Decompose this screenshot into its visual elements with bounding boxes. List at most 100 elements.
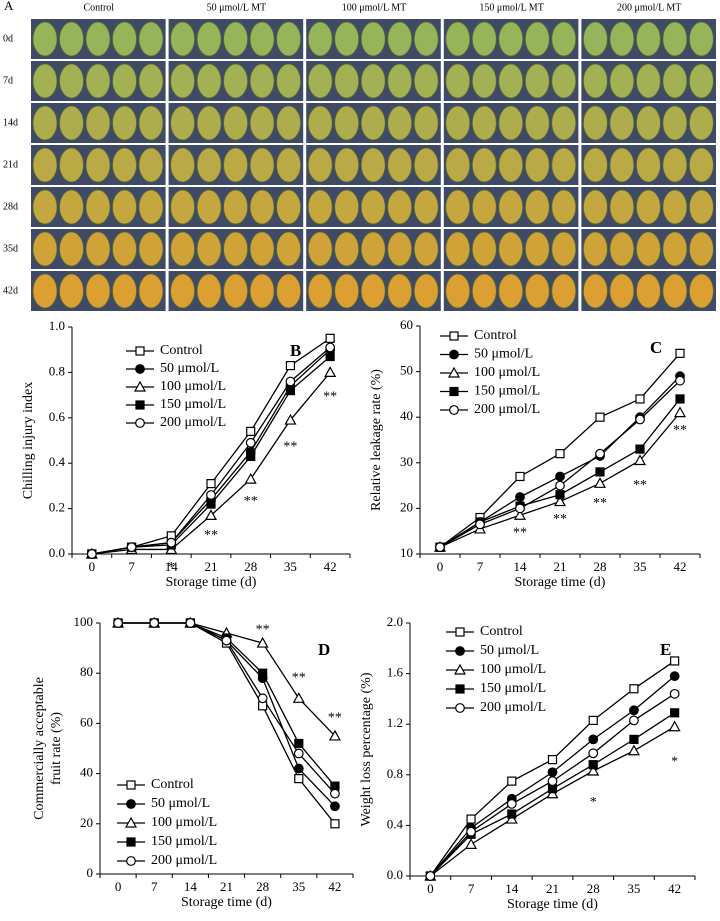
fruit — [307, 63, 333, 99]
row-label: 21d — [3, 159, 18, 170]
fruit — [413, 105, 439, 141]
legend-label: 150 μmol/L — [151, 834, 217, 849]
marker — [293, 748, 304, 759]
fruit — [223, 105, 249, 141]
marker — [449, 386, 459, 397]
fruit — [85, 189, 111, 225]
fruit — [59, 231, 84, 267]
fruit — [59, 273, 84, 309]
fruit — [662, 63, 688, 99]
fruit — [112, 21, 137, 57]
x-tick-label: 35 — [627, 881, 640, 896]
marker — [285, 360, 296, 371]
marker — [515, 492, 525, 502]
fruit — [112, 273, 137, 309]
fruit — [498, 189, 524, 225]
x-tick-label: 14 — [165, 559, 179, 574]
marker — [135, 400, 145, 410]
marker — [330, 801, 340, 812]
fruit — [32, 147, 58, 183]
marker — [126, 799, 136, 809]
x-tick-label: 0 — [437, 559, 444, 574]
fruit — [551, 189, 577, 225]
fruit — [32, 273, 58, 309]
fruit — [59, 189, 84, 225]
fruit — [276, 63, 302, 99]
fruit — [387, 231, 413, 267]
fruit — [223, 189, 249, 225]
marker — [258, 668, 268, 678]
fruit — [196, 21, 222, 57]
marker — [246, 426, 256, 437]
x-tick-label: 28 — [587, 881, 600, 896]
marker — [669, 688, 680, 699]
fruit — [59, 147, 84, 183]
column-header: 100 μmol/L MT — [342, 2, 406, 13]
fruit — [609, 273, 635, 309]
x-tick-label: 42 — [674, 559, 687, 574]
column-header: Control — [84, 2, 115, 13]
marker — [507, 776, 517, 786]
y-tick-label: 1.0 — [49, 318, 65, 333]
fruit — [32, 21, 58, 57]
y-axis-label: Commercially acceptable — [32, 677, 47, 820]
marker — [455, 703, 465, 713]
panel-letter: C — [650, 338, 662, 357]
fruit — [112, 105, 137, 141]
fruit — [360, 105, 386, 141]
marker — [447, 366, 461, 378]
marker — [513, 509, 527, 520]
fruit — [307, 273, 333, 309]
fruit — [334, 105, 360, 141]
y-tick-label: 0.8 — [387, 766, 403, 781]
marker — [425, 871, 436, 881]
fruit — [307, 105, 333, 141]
x-tick-label: 14 — [514, 559, 528, 574]
marker — [595, 467, 605, 477]
fruit — [471, 273, 497, 309]
annotation: ** — [256, 623, 270, 638]
fruit — [360, 231, 386, 267]
marker — [185, 618, 196, 628]
fruit — [387, 105, 413, 141]
row-label: 14d — [3, 117, 18, 128]
fruit — [249, 63, 275, 99]
fruit — [32, 231, 58, 267]
y-tick-label: 10 — [400, 545, 413, 560]
marker — [324, 366, 337, 377]
x-tick-label: 0 — [89, 559, 96, 574]
annotation: ** — [204, 528, 218, 543]
legend-label: Control — [160, 343, 203, 358]
fruit — [360, 63, 386, 99]
x-axis-label: Storage time (d) — [181, 895, 272, 910]
fruit — [551, 105, 577, 141]
marker — [285, 385, 296, 396]
legend-label: 150 μmol/L — [160, 397, 226, 412]
series-line — [118, 622, 336, 825]
x-tick-label: 7 — [151, 879, 158, 894]
legend-label: 200 μmol/L — [151, 853, 217, 868]
fruit — [689, 63, 714, 99]
marker — [635, 394, 645, 404]
y-tick-label: 0.4 — [387, 816, 404, 831]
fruit — [360, 189, 386, 225]
marker — [449, 349, 459, 360]
fruit — [223, 273, 249, 309]
fruit — [387, 21, 413, 57]
marker — [587, 764, 600, 776]
fruit — [32, 63, 58, 99]
fruit — [583, 147, 608, 183]
fruit — [445, 21, 471, 57]
fruit — [138, 231, 164, 267]
fruit — [112, 63, 137, 99]
marker — [294, 738, 304, 749]
fruit — [112, 189, 137, 225]
fruit — [413, 63, 439, 99]
marker — [455, 627, 465, 637]
fruit — [138, 105, 164, 141]
column-header: 200 μmol/L MT — [617, 2, 681, 13]
fruit — [689, 147, 714, 183]
fruit — [524, 189, 550, 225]
fruit — [636, 273, 661, 309]
marker — [668, 720, 681, 732]
